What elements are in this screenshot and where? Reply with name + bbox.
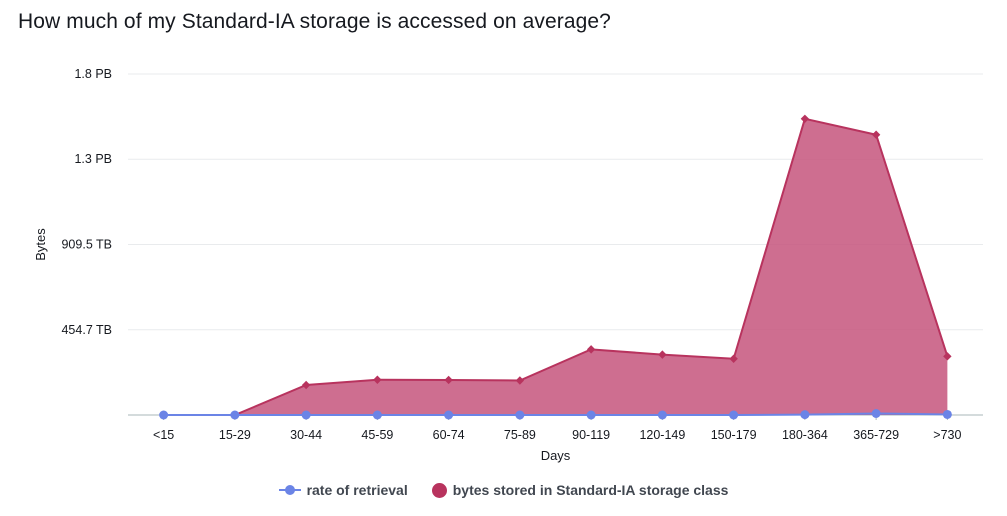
y-tick-label: 909.5 TB bbox=[61, 237, 112, 251]
x-tick-label: 365-729 bbox=[853, 428, 899, 442]
legend-item-rate-of-retrieval[interactable]: rate of retrieval bbox=[278, 482, 408, 498]
x-tick-label: 180-364 bbox=[782, 428, 828, 442]
point-rate-of-retrieval bbox=[230, 410, 240, 420]
x-tick-label: <15 bbox=[153, 428, 174, 442]
point-rate-of-retrieval bbox=[586, 410, 596, 420]
point-bytes-stored bbox=[871, 130, 881, 139]
x-tick-label: 90-119 bbox=[572, 428, 610, 442]
point-bytes-stored bbox=[586, 345, 596, 354]
x-tick-label: >730 bbox=[933, 428, 961, 442]
x-tick-label: 60-74 bbox=[433, 428, 465, 442]
point-bytes-stored bbox=[943, 352, 952, 361]
legend-label: bytes stored in Standard-IA storage clas… bbox=[452, 482, 729, 498]
x-tick-label: 30-44 bbox=[290, 428, 322, 442]
x-tick-label: 150-179 bbox=[711, 428, 757, 442]
x-axis-title: Days bbox=[541, 448, 571, 463]
point-rate-of-retrieval bbox=[301, 410, 311, 420]
point-rate-of-retrieval bbox=[444, 410, 454, 420]
x-tick-label: 75-89 bbox=[504, 428, 536, 442]
y-axis-title: Bytes bbox=[33, 228, 48, 261]
line-rate-of-retrieval bbox=[163, 412, 948, 416]
point-bytes-stored bbox=[301, 380, 311, 390]
y-tick-label: 454.7 TB bbox=[61, 323, 112, 337]
point-rate-of-retrieval bbox=[515, 410, 525, 420]
line-bytes-stored bbox=[163, 117, 949, 416]
x-tick-label: 15-29 bbox=[219, 428, 251, 442]
point-rate-of-retrieval bbox=[729, 410, 739, 420]
point-bytes-stored bbox=[515, 376, 525, 385]
chart-plot-area: 454.7 TB 909.5 TB 1.3 PB 1.8 PB <15 15-29 30-4… bbox=[33, 67, 983, 463]
point-rate-of-retrieval bbox=[657, 410, 667, 420]
y-tick-label: 1.3 PB bbox=[74, 152, 112, 166]
x-tick-label: 45-59 bbox=[361, 428, 393, 442]
point-rate-of-retrieval bbox=[372, 410, 382, 420]
x-tick-label: 120-149 bbox=[639, 428, 685, 442]
line-series-icon bbox=[278, 483, 301, 497]
chart-title: How much of my Standard-IA storage is ac… bbox=[18, 10, 611, 33]
point-bytes-stored bbox=[658, 350, 667, 359]
y-tick-label: 1.8 PB bbox=[74, 67, 112, 81]
area-bytes-stored bbox=[163, 118, 948, 416]
point-bytes-stored bbox=[373, 375, 382, 384]
point-bytes-stored bbox=[800, 114, 810, 123]
legend-label: rate of retrieval bbox=[306, 482, 408, 498]
point-bytes-stored bbox=[444, 375, 453, 385]
point-rate-of-retrieval bbox=[942, 409, 952, 419]
chart-legend: rate of retrieval bytes stored in Standa… bbox=[0, 482, 1007, 498]
area-series-icon bbox=[431, 482, 447, 498]
legend-item-bytes-stored[interactable]: bytes stored in Standard-IA storage clas… bbox=[431, 482, 729, 498]
point-rate-of-retrieval bbox=[159, 410, 169, 420]
point-rate-of-retrieval bbox=[800, 410, 810, 420]
point-rate-of-retrieval bbox=[871, 409, 881, 419]
point-bytes-stored bbox=[729, 354, 738, 363]
